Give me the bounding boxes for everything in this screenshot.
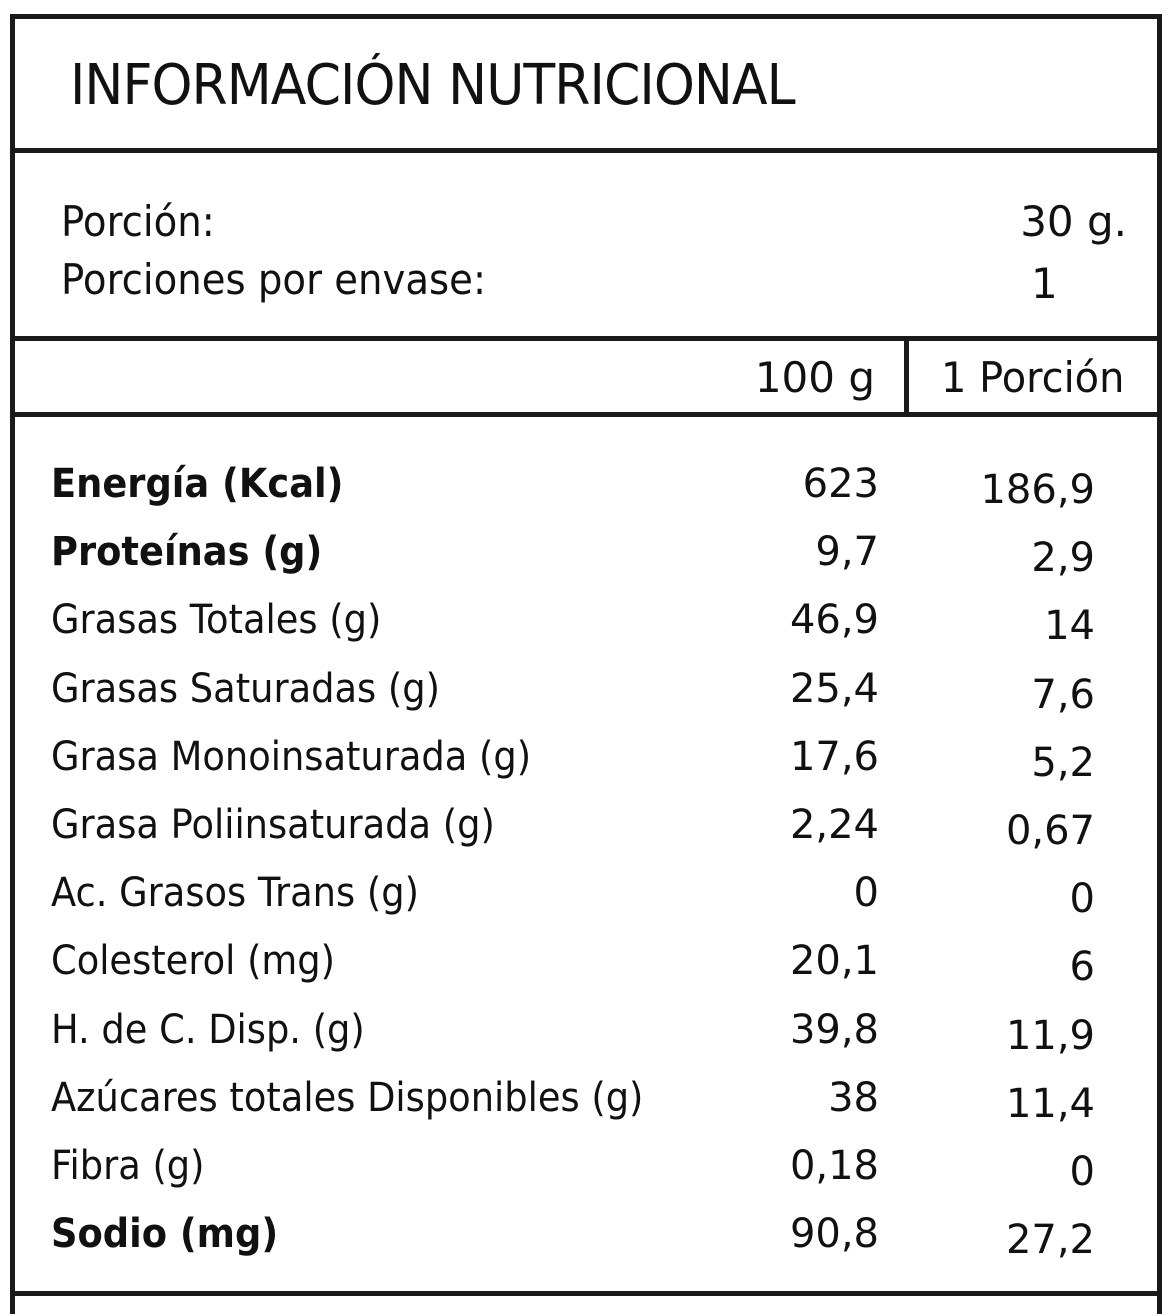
bottom-rule: [15, 1291, 1157, 1296]
nutrient-row: Energía (Kcal) 623 186,9: [15, 461, 1157, 529]
label-title: INFORMACIÓN NUTRICIONAL: [70, 53, 796, 118]
nutrient-row: Proteínas (g) 9,7 2,9: [15, 529, 1157, 597]
nutrient-value-100g: 39,8: [789, 1006, 879, 1053]
nutrient-row: Grasas Saturadas (g) 25,4 7,6: [15, 666, 1157, 734]
nutrient-name: Fibra (g): [51, 1143, 205, 1189]
nutrient-name: Energía (Kcal): [51, 461, 344, 507]
nutrition-label: INFORMACIÓN NUTRICIONAL Porción: 30 g. P…: [10, 14, 1162, 1314]
nutrient-value-portion: 11,9: [1005, 1012, 1095, 1059]
nutrient-value-100g: 0: [853, 870, 879, 917]
nutrient-row: Fibra (g) 0,18 0: [15, 1143, 1157, 1211]
nutrient-name: Grasa Monoinsaturada (g): [51, 733, 532, 780]
serving-info: Porción: 30 g. Porciones por envase: 1: [15, 153, 1157, 341]
nutrient-name: Colesterol (mg): [51, 938, 336, 985]
nutrient-name: H. de C. Disp. (g): [51, 1006, 365, 1053]
nutrient-value-100g: 0,18: [789, 1143, 879, 1189]
nutrient-value-portion: 11,4: [1005, 1080, 1095, 1127]
nutrient-value-portion: 2,9: [1031, 535, 1095, 582]
column-header-portion: 1 Porción: [941, 353, 1125, 402]
nutrient-row: Grasa Monoinsaturada (g) 17,6 5,2: [15, 734, 1157, 802]
nutrient-name: Proteínas (g): [51, 529, 323, 576]
nutrient-value-portion: 0,67: [1005, 808, 1095, 854]
nutrient-value-100g: 46,9: [789, 597, 879, 644]
nutrient-row: Colesterol (mg) 20,1 6: [15, 938, 1157, 1006]
nutrient-name: Grasas Totales (g): [51, 597, 382, 644]
nutrient-row: Grasas Totales (g) 46,9 14: [15, 597, 1157, 665]
column-divider: [904, 341, 909, 412]
nutrient-row: Ac. Grasos Trans (g) 0 0: [15, 870, 1157, 938]
nutrient-value-100g: 17,6: [789, 733, 879, 780]
nutrient-name: Azúcares totales Disponibles (g): [51, 1074, 644, 1121]
nutrient-value-portion: 27,2: [1005, 1217, 1095, 1264]
nutrient-value-portion: 186,9: [980, 467, 1095, 513]
nutrient-name: Grasas Saturadas (g): [51, 665, 440, 712]
column-header-row: 100 g 1 Porción: [15, 341, 1157, 417]
nutrient-value-portion: 14: [1044, 603, 1095, 650]
nutrient-row: Grasa Poliinsaturada (g) 2,24 0,67: [15, 802, 1157, 870]
nutrient-value-100g: 623: [802, 461, 879, 507]
nutrient-value-portion: 7,6: [1031, 671, 1095, 718]
portion-label: Porción:: [61, 197, 215, 246]
portions-per-container-label: Porciones por envase:: [61, 255, 486, 304]
nutrient-value-portion: 0: [1069, 1149, 1095, 1195]
portions-per-container-value: 1: [1031, 259, 1058, 308]
title-row: INFORMACIÓN NUTRICIONAL: [15, 19, 1157, 153]
portion-value: 30 g.: [1020, 197, 1127, 246]
nutrient-value-portion: 6: [1069, 944, 1095, 991]
nutrient-value-100g: 38: [828, 1074, 879, 1121]
column-header-100g: 100 g: [754, 353, 875, 402]
nutrient-value-100g: 9,7: [815, 529, 879, 576]
nutrient-row: H. de C. Disp. (g) 39,8 11,9: [15, 1007, 1157, 1075]
nutrient-value-portion: 0: [1069, 876, 1095, 923]
nutrient-name: Sodio (mg): [51, 1211, 279, 1258]
nutrient-row: Sodio (mg) 90,8 27,2: [15, 1211, 1157, 1279]
nutrient-value-100g: 2,24: [789, 802, 879, 848]
nutrient-value-100g: 20,1: [789, 938, 879, 985]
nutrient-name: Grasa Poliinsaturada (g): [51, 802, 495, 848]
nutrient-value-100g: 25,4: [789, 665, 879, 712]
nutrient-name: Ac. Grasos Trans (g): [51, 870, 419, 917]
nutrient-row: Azúcares totales Disponibles (g) 38 11,4: [15, 1075, 1157, 1143]
nutrient-value-portion: 5,2: [1031, 739, 1095, 786]
nutrient-value-100g: 90,8: [789, 1211, 879, 1258]
